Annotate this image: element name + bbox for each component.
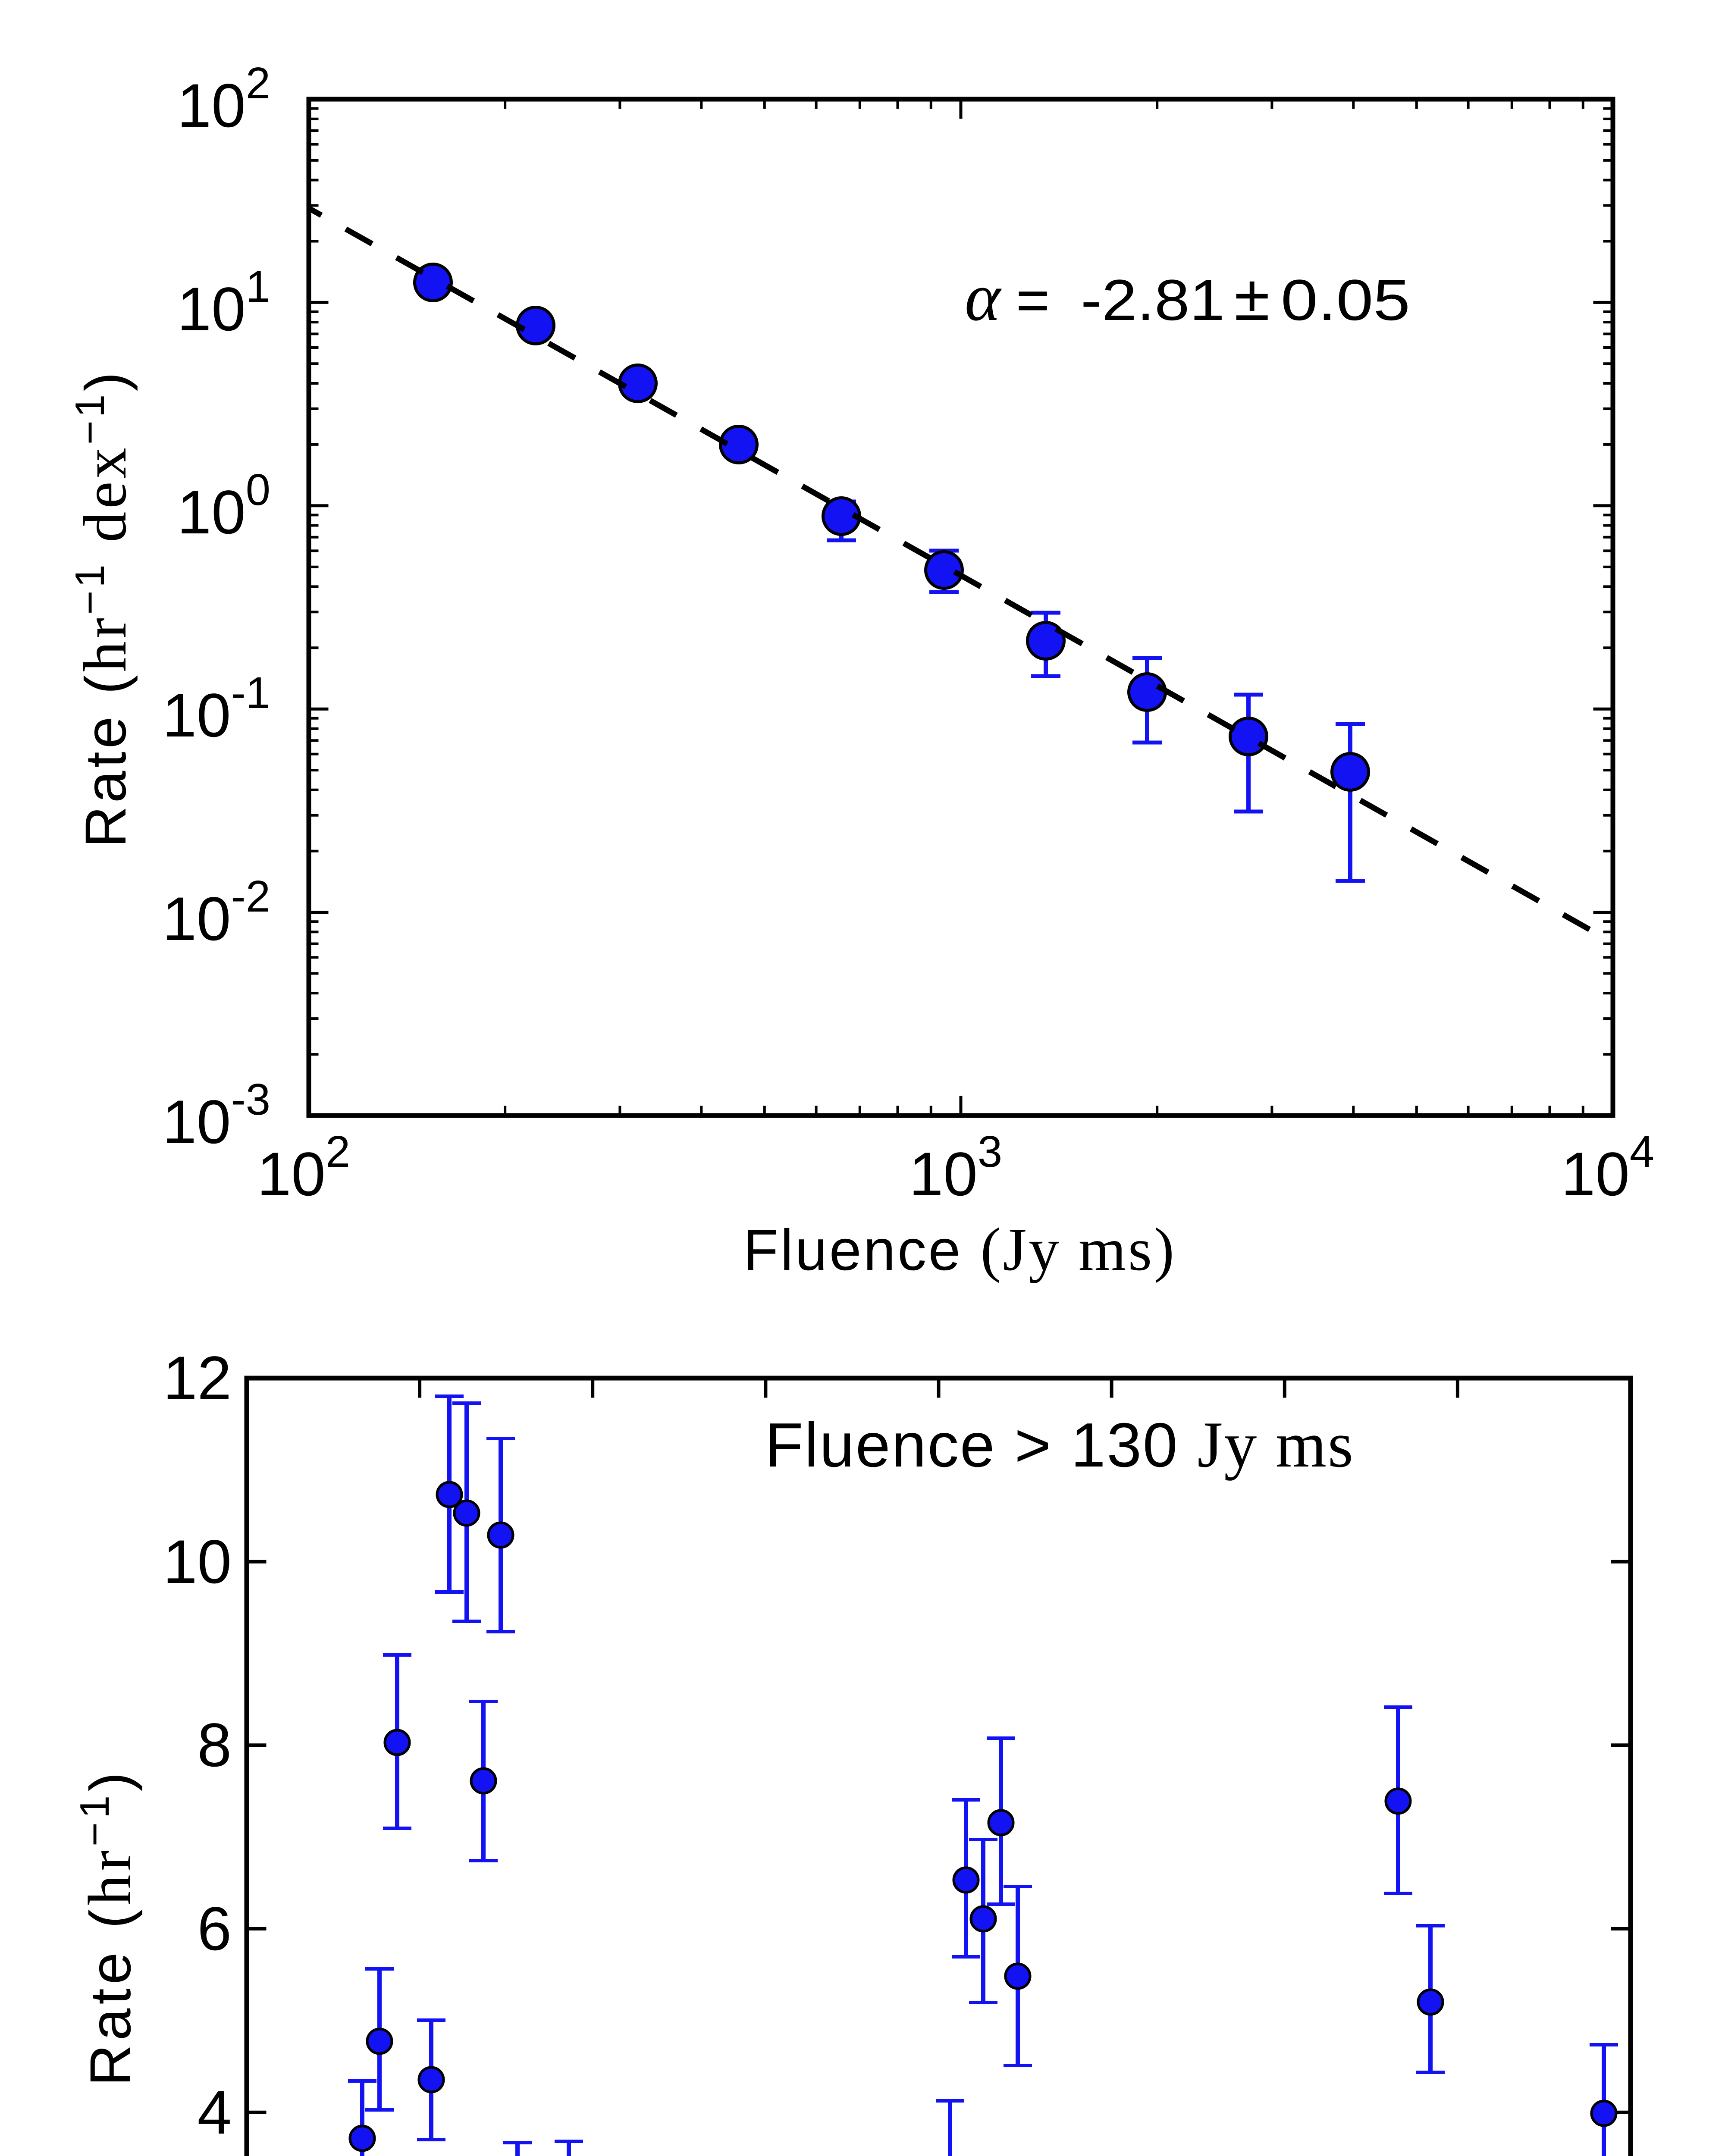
svg-text:4: 4 (197, 2078, 232, 2147)
svg-text:Fluence > 130 Jy ms: Fluence > 130 Jy ms (765, 1408, 1353, 1481)
svg-text:8: 8 (197, 1711, 232, 1780)
svg-text:102: 102 (257, 1127, 350, 1209)
svg-text:10: 10 (163, 1528, 232, 1596)
svg-text:α=-2.81±0.05: α = -2.81 ±0.05 (965, 260, 1410, 335)
svg-text:12: 12 (163, 1344, 232, 1413)
svg-text:6: 6 (197, 1895, 232, 1963)
svg-text:Fluence (Jy ms): Fluence (Jy ms) (743, 1215, 1174, 1283)
svg-text:10-2: 10-2 (162, 871, 270, 953)
svg-text:10-1: 10-1 (162, 668, 270, 750)
svg-text:100: 100 (177, 465, 270, 547)
